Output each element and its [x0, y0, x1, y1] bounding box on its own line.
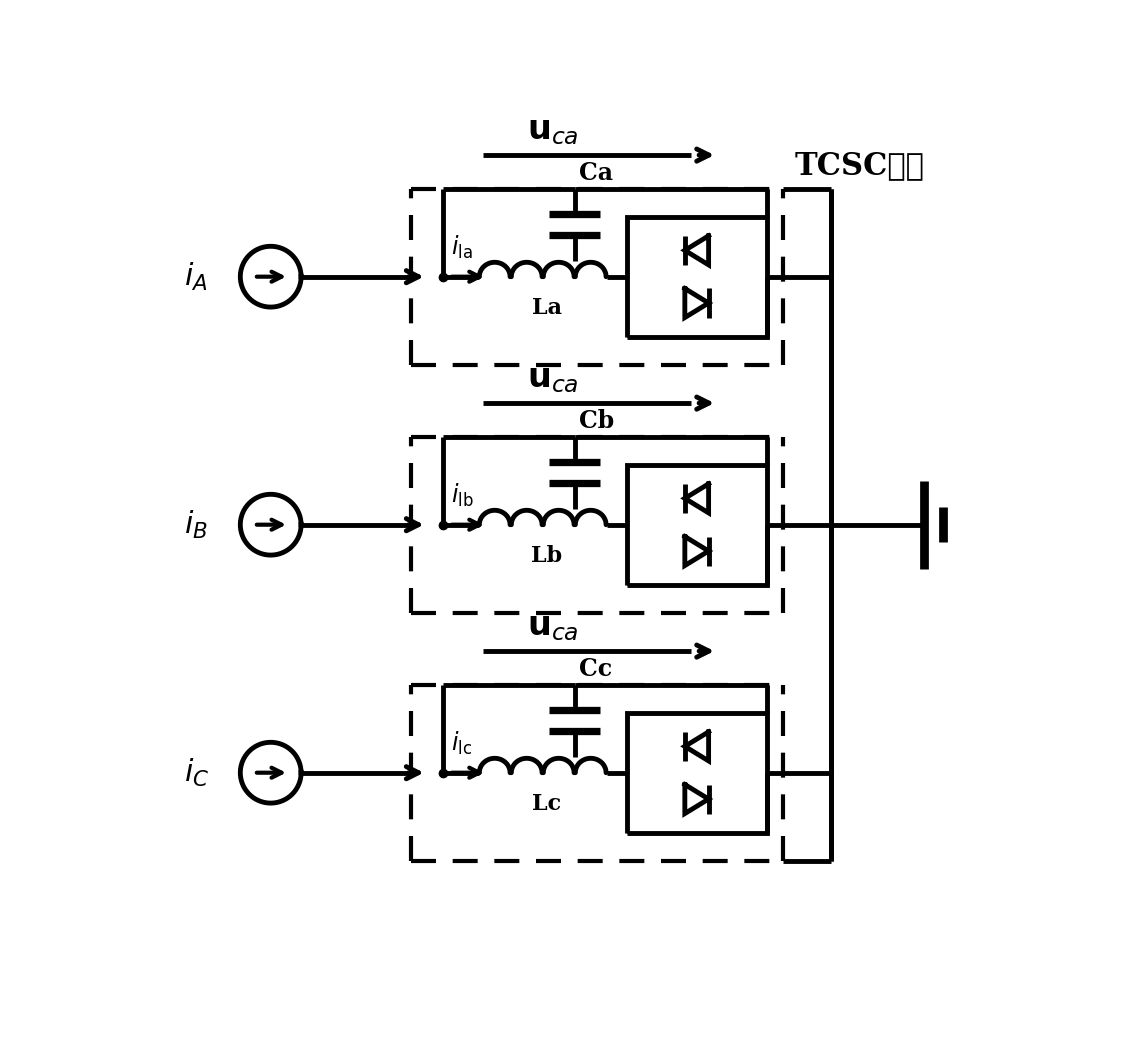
- Text: Cb: Cb: [579, 409, 614, 433]
- Text: $i_{\rm lb}$: $i_{\rm lb}$: [450, 481, 473, 509]
- Text: $i_{\rm lc}$: $i_{\rm lc}$: [450, 729, 472, 756]
- Text: $\mathbf{u}_{ca}$: $\mathbf{u}_{ca}$: [526, 611, 579, 643]
- Text: Lb: Lb: [531, 544, 563, 566]
- Text: Ca: Ca: [579, 161, 613, 186]
- Text: La: La: [532, 297, 562, 319]
- Text: Lc: Lc: [532, 793, 562, 815]
- Text: TCSC单元: TCSC单元: [795, 150, 924, 181]
- Text: $i_C$: $i_C$: [184, 756, 209, 789]
- Text: $\mathbf{u}_{ca}$: $\mathbf{u}_{ca}$: [526, 115, 579, 148]
- Text: $\mathbf{u}_{ca}$: $\mathbf{u}_{ca}$: [526, 363, 579, 395]
- Text: Cc: Cc: [579, 658, 612, 682]
- Text: $i_{\rm la}$: $i_{\rm la}$: [450, 234, 473, 261]
- Text: $i_A$: $i_A$: [184, 261, 208, 293]
- Text: $i_B$: $i_B$: [184, 509, 208, 540]
